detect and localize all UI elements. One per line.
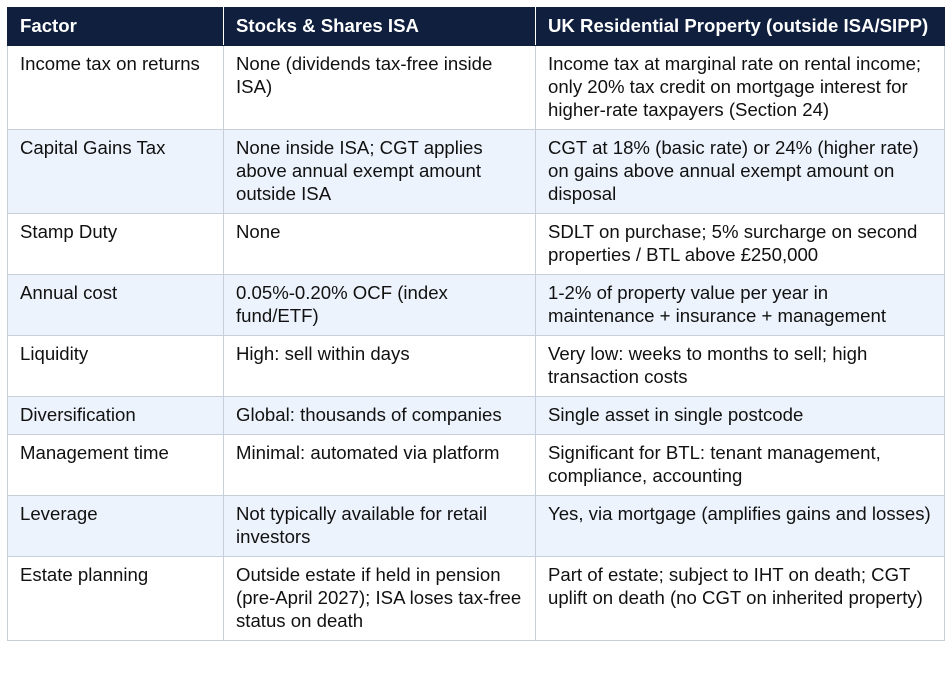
isa-cell: Not typically available for retail inves… — [223, 495, 536, 557]
isa-cell: Minimal: automated via platform — [223, 434, 536, 496]
property-cell: SDLT on purchase; 5% surcharge on second… — [535, 213, 945, 275]
factor-cell: Diversification — [7, 396, 224, 435]
isa-cell: Outside estate if held in pension (pre-A… — [223, 556, 536, 641]
isa-cell: High: sell within days — [223, 335, 536, 397]
isa-cell: 0.05%-0.20% OCF (index fund/ETF) — [223, 274, 536, 336]
table-row: Diversification Global: thousands of com… — [7, 396, 945, 435]
property-cell: CGT at 18% (basic rate) or 24% (higher r… — [535, 129, 945, 214]
header-row: Factor Stocks & Shares ISA UK Residentia… — [7, 7, 945, 46]
isa-cell: None — [223, 213, 536, 275]
factor-cell: Income tax on returns — [7, 45, 224, 130]
property-cell: Yes, via mortgage (amplifies gains and l… — [535, 495, 945, 557]
property-cell: Significant for BTL: tenant management, … — [535, 434, 945, 496]
table-body: Income tax on returns None (dividends ta… — [7, 45, 945, 641]
table-row: Estate planning Outside estate if held i… — [7, 556, 945, 641]
isa-cell: Global: thousands of companies — [223, 396, 536, 435]
table-row: Leverage Not typically available for ret… — [7, 495, 945, 557]
factor-cell: Stamp Duty — [7, 213, 224, 275]
factor-cell: Annual cost — [7, 274, 224, 336]
factor-cell: Management time — [7, 434, 224, 496]
factor-cell: Estate planning — [7, 556, 224, 641]
property-cell: Very low: weeks to months to sell; high … — [535, 335, 945, 397]
header-property: UK Residential Property (outside ISA/SIP… — [535, 7, 945, 46]
table-row: Management time Minimal: automated via p… — [7, 434, 945, 496]
table-row: Liquidity High: sell within days Very lo… — [7, 335, 945, 397]
property-cell: Part of estate; subject to IHT on death;… — [535, 556, 945, 641]
property-cell: Single asset in single postcode — [535, 396, 945, 435]
property-cell: 1-2% of property value per year in maint… — [535, 274, 945, 336]
table-row: Capital Gains Tax None inside ISA; CGT a… — [7, 129, 945, 214]
table-row: Income tax on returns None (dividends ta… — [7, 45, 945, 130]
header-factor: Factor — [7, 7, 224, 46]
property-cell: Income tax at marginal rate on rental in… — [535, 45, 945, 130]
factor-cell: Liquidity — [7, 335, 224, 397]
factor-cell: Capital Gains Tax — [7, 129, 224, 214]
table-row: Stamp Duty None SDLT on purchase; 5% sur… — [7, 213, 945, 275]
isa-cell: None (dividends tax-free inside ISA) — [223, 45, 536, 130]
table-header: Factor Stocks & Shares ISA UK Residentia… — [7, 7, 945, 46]
factor-cell: Leverage — [7, 495, 224, 557]
table-row: Annual cost 0.05%-0.20% OCF (index fund/… — [7, 274, 945, 336]
comparison-table: Factor Stocks & Shares ISA UK Residentia… — [7, 7, 945, 641]
header-isa: Stocks & Shares ISA — [223, 7, 536, 46]
isa-cell: None inside ISA; CGT applies above annua… — [223, 129, 536, 214]
